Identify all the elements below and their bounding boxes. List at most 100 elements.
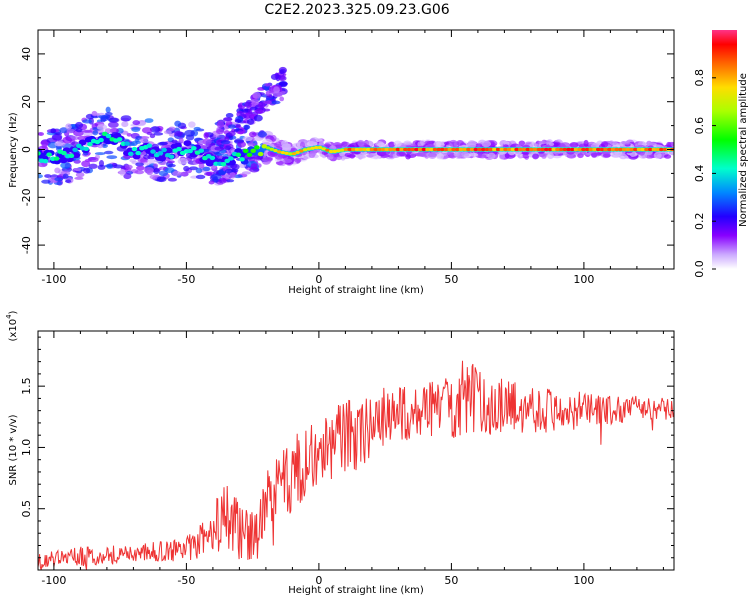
ridge-core — [443, 147, 449, 152]
ridge-core — [417, 147, 423, 152]
spectral-halo — [38, 173, 43, 179]
ridge-core — [440, 147, 445, 152]
spectral-halo — [341, 141, 348, 148]
spectral-halo — [147, 158, 156, 164]
snr-marks — [38, 360, 674, 570]
spectral-plume — [255, 108, 264, 115]
y-tick-label: -40 — [20, 236, 33, 254]
ridge-core — [76, 143, 82, 148]
spectral-halo — [210, 173, 222, 180]
spectral-halo — [167, 177, 178, 182]
ridge-core — [161, 147, 167, 153]
ridge-core — [588, 147, 593, 152]
spectral-halo — [393, 140, 402, 147]
spectral-halo — [218, 177, 227, 184]
spectral-halo — [59, 127, 69, 134]
spectral-halo — [65, 179, 72, 183]
spectral-halo — [266, 157, 273, 161]
snr-xlabel: Height of straight line (km) — [288, 585, 424, 596]
ridge-core — [532, 147, 538, 152]
ridge-core — [499, 147, 504, 152]
spectral-halo — [159, 141, 168, 146]
spectral-plume — [258, 101, 266, 109]
ridge-core — [503, 147, 508, 152]
ridge-core — [61, 150, 67, 156]
spectral-halo — [119, 169, 126, 176]
ridge-core — [659, 147, 664, 152]
spectral-halo — [75, 172, 85, 178]
x-tick-label: 0 — [315, 273, 322, 286]
ridge-core — [484, 147, 490, 152]
spectral-halo — [248, 131, 257, 138]
spectral-halo — [136, 165, 145, 171]
x-tick-label: 100 — [573, 273, 594, 286]
spectral-halo — [167, 160, 175, 164]
ridge-core — [340, 148, 345, 152]
spectral-halo — [106, 155, 118, 160]
ridge-core — [492, 147, 497, 152]
colorbar-tick-label: 0.8 — [693, 69, 706, 87]
spectral-halo — [329, 145, 337, 150]
snr-ylabel: SNR (10 * v/v) — [8, 414, 19, 485]
spectral-halo — [54, 132, 63, 136]
spectral-plume — [214, 146, 225, 151]
spectral-halo — [424, 140, 432, 146]
spectral-halo — [41, 179, 51, 184]
ridge-core — [625, 147, 631, 152]
ridge-core — [555, 147, 560, 152]
ridge-core — [406, 147, 412, 152]
ridge-core — [265, 146, 271, 150]
ridge-core — [314, 145, 319, 150]
ridge-core — [607, 147, 612, 152]
ridge-core — [280, 150, 286, 155]
spectral-halo — [468, 152, 479, 157]
ridge-core — [343, 147, 349, 152]
spectral-halo — [559, 142, 571, 149]
spectral-halo — [156, 176, 167, 183]
ridge-core — [547, 147, 553, 152]
ridge-core — [410, 147, 415, 152]
spectral-halo — [261, 138, 273, 146]
ridge-core — [655, 147, 660, 152]
spectral-plume — [262, 100, 273, 105]
ridge-core — [116, 137, 123, 142]
ridge-core — [38, 151, 41, 156]
ridge-core — [466, 147, 471, 152]
ridge-core — [53, 156, 60, 161]
ridge-core — [373, 147, 378, 152]
spectral-halo — [149, 126, 161, 133]
spectral-halo — [167, 163, 176, 168]
ridge-core — [462, 147, 467, 152]
ridge-core — [570, 147, 575, 152]
spectral-halo — [50, 128, 56, 134]
ridge-core — [291, 152, 297, 156]
spectral-halo — [461, 151, 470, 157]
ridge-core — [46, 152, 52, 157]
spectral-halo — [590, 152, 601, 157]
spectral-halo — [178, 137, 184, 144]
spectral-plume — [220, 140, 231, 145]
ridge-core — [447, 147, 453, 152]
spectral-halo — [328, 154, 334, 160]
spectral-halo — [120, 115, 132, 122]
ridge-core — [614, 147, 619, 152]
spectral-halo — [195, 174, 206, 180]
ridge-core — [584, 147, 590, 152]
ridge-core — [336, 149, 341, 153]
spectral-halo — [153, 132, 164, 136]
spectral-halo — [487, 152, 496, 160]
spectral-plume — [203, 132, 209, 139]
snr-multiplier: (x104) — [5, 310, 19, 341]
spectral-halo — [653, 151, 662, 159]
ridge-core — [536, 147, 542, 152]
ridge-core — [235, 152, 242, 157]
spectral-halo — [123, 173, 132, 180]
spectral-halo — [518, 140, 526, 146]
ridge-core — [98, 137, 104, 143]
spectral-halo — [92, 130, 99, 136]
ridge-core — [261, 144, 268, 149]
ridge-core — [566, 147, 571, 152]
spectral-halo — [465, 143, 477, 149]
spectral-halo — [403, 142, 412, 146]
ridge-core — [135, 150, 141, 156]
